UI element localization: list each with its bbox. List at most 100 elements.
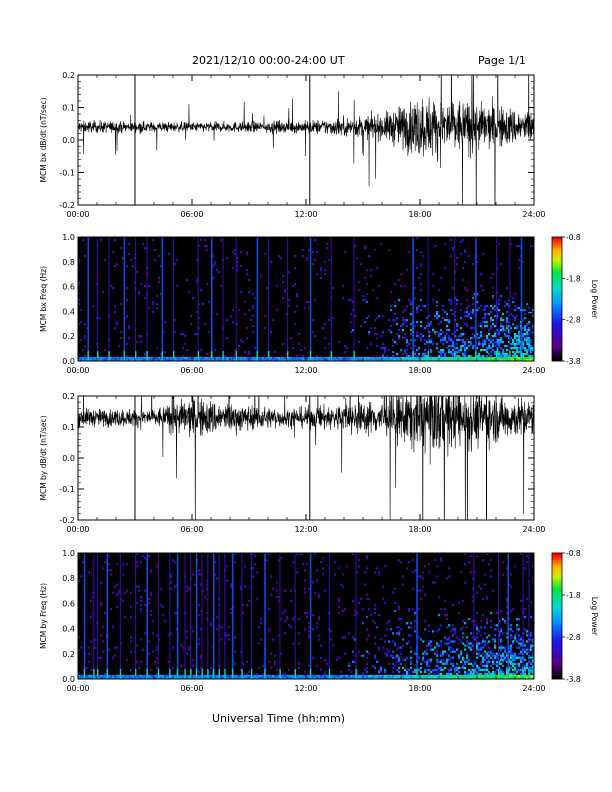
spectrogram-cell [204, 676, 207, 680]
spectrogram-cell [78, 674, 81, 678]
spectrogram-cell [450, 357, 453, 360]
spectrogram-cell [528, 323, 531, 326]
spectrogram-cell [280, 674, 283, 678]
spectrogram-cell [276, 359, 279, 362]
colorbar-band [552, 586, 562, 589]
spectrogram-cell [114, 585, 117, 588]
spectrogram-cell [244, 359, 247, 362]
panel-4-axes: 00:00 06:00 12:00 18:00 24:000.00.20.40.60.8… [39, 549, 546, 693]
spectrogram-cell [482, 559, 485, 562]
spectrogram-cell [458, 666, 461, 670]
spectrogram-cell [440, 353, 443, 356]
spectrogram-cell [282, 674, 285, 678]
spectrogram-cell [404, 357, 407, 360]
spectrogram-cell [362, 672, 365, 676]
spectrogram-cell [464, 323, 467, 326]
spectrogram-cell [524, 313, 527, 316]
spectrogram-cell [334, 357, 337, 360]
spectrogram-cell [440, 349, 443, 352]
spectrogram-cell [354, 674, 357, 678]
spectrogram-cell [398, 630, 401, 633]
spectrogram-cell [452, 656, 455, 659]
spectrogram-cell [404, 674, 407, 678]
spectrogram-cell [442, 349, 445, 352]
spectrogram-cell [424, 305, 427, 308]
spectrogram-cell [232, 309, 235, 312]
spectrogram-cell [368, 676, 371, 680]
spectrogram-cell [86, 327, 89, 330]
spectrogram-cell [376, 674, 379, 678]
spectrogram-cell [386, 622, 389, 625]
spectrogram-cell [390, 359, 393, 362]
spectrogram-cell [282, 275, 285, 278]
spectrogram-cell [506, 599, 509, 602]
spectrogram-cell [328, 319, 331, 322]
spectrogram-cell [416, 349, 419, 352]
spectrogram-cell [510, 656, 513, 659]
spectrogram-cell [456, 263, 459, 266]
spectrogram-cell [514, 347, 517, 350]
spectrogram-cell [436, 331, 439, 334]
spectrogram-cell [498, 638, 501, 641]
spectrogram-cell [452, 355, 455, 358]
spectrogram-cell [500, 323, 503, 326]
spectrogram-cell [366, 555, 369, 558]
spectrogram-cell [510, 343, 513, 346]
spectrogram-cell [226, 359, 229, 362]
spectrogram-cell [472, 313, 475, 316]
spectrogram-cell [406, 672, 409, 676]
spectrogram-cell [398, 676, 401, 680]
spectrogram-streak-base [241, 668, 243, 679]
spectrogram-cell [440, 321, 443, 324]
spectrogram-cell [288, 624, 291, 627]
spectrogram-cell [284, 609, 287, 613]
spectrogram-cell [276, 309, 279, 312]
spectrogram-cell [352, 636, 355, 639]
spectrogram-cell [300, 349, 303, 352]
spectrogram-cell [442, 331, 445, 334]
spectrogram-cell [452, 650, 455, 653]
spectrogram-cell [472, 636, 475, 639]
colorbar-tick-label: -2.8 [566, 633, 581, 642]
spectrogram-cell [448, 345, 451, 348]
spectrogram-cell [476, 293, 479, 296]
spectrogram-cell [452, 628, 455, 631]
spectrogram-cell [92, 674, 95, 678]
spectrogram-cell [200, 666, 203, 670]
spectrogram-cell [484, 626, 487, 629]
spectrogram-cell [214, 674, 217, 678]
spectrogram-cell [370, 343, 373, 346]
spectrogram-cell [474, 668, 477, 672]
spectrogram-cell [504, 359, 507, 362]
spectrogram-cell [520, 652, 523, 655]
spectrogram-streak-base [169, 668, 171, 679]
spectrogram-cell [392, 640, 395, 643]
y-tick-label: 0.0 [62, 675, 75, 684]
spectrogram-streak [106, 553, 109, 679]
spectrogram-cell [430, 339, 433, 342]
spectrogram-cell [78, 303, 81, 306]
spectrogram-cell [316, 676, 319, 680]
spectrogram-cell [454, 628, 457, 631]
spectrogram-streak [169, 553, 171, 679]
spectrogram-cell [400, 561, 403, 564]
spectrogram-cell [464, 660, 467, 663]
spectrogram-cell [460, 339, 463, 342]
spectrogram-cell [252, 575, 255, 578]
x-tick-label: 18:00 [408, 684, 431, 693]
spectrogram-cell [376, 660, 379, 663]
spectrogram-cell [352, 301, 355, 304]
spectrogram-cell [254, 674, 257, 678]
spectrogram-cell [122, 257, 125, 260]
spectrogram-cell [510, 585, 513, 588]
spectrogram-cell [82, 676, 85, 680]
spectrogram-cell [216, 676, 219, 680]
spectrogram-cell [456, 668, 459, 672]
spectrogram-cell [136, 674, 139, 678]
colorbar-band [552, 574, 562, 577]
spectrogram-streak-base [83, 668, 86, 679]
spectrogram-cell [246, 672, 249, 676]
spectrogram-cell [524, 357, 527, 360]
spectrogram-cell [416, 249, 419, 252]
spectrogram-cell [408, 672, 411, 676]
